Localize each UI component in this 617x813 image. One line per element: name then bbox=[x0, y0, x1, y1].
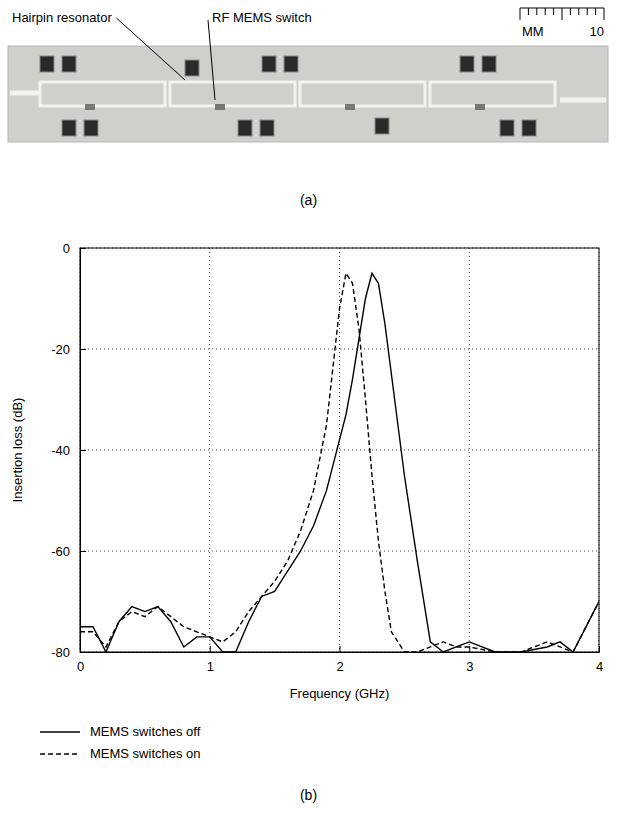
tick: 3 bbox=[466, 646, 473, 674]
arrow bbox=[116, 18, 185, 80]
scale-tick bbox=[536, 8, 537, 15]
grid bbox=[80, 248, 599, 652]
y-axis-title: Insertion loss (dB) bbox=[10, 398, 25, 503]
photo-panel: Hairpin resonator RF MEMS switch MM 10 (a) bbox=[8, 8, 608, 208]
scale-tick bbox=[578, 8, 579, 15]
scale-tick bbox=[553, 8, 554, 15]
tick-mark bbox=[80, 551, 86, 552]
grid-line bbox=[209, 248, 210, 652]
tick-label: 0 bbox=[77, 659, 84, 674]
tick-mark bbox=[80, 349, 86, 350]
hairpin bbox=[430, 82, 555, 106]
legend: MEMS switches off MEMS switches on bbox=[40, 724, 201, 761]
series-line bbox=[80, 273, 599, 652]
tick-label: 1 bbox=[207, 659, 214, 674]
component bbox=[84, 120, 98, 136]
plot-background bbox=[80, 248, 599, 652]
tick-label: -40 bbox=[51, 443, 70, 458]
grid-line bbox=[80, 349, 599, 350]
legend-label: MEMS switches off bbox=[90, 724, 201, 739]
y-axis: -80 -60 -40 -20 0 bbox=[51, 241, 86, 660]
tick-mark bbox=[210, 646, 211, 652]
switch bbox=[215, 104, 225, 110]
photo-label: Hairpin resonator bbox=[12, 10, 112, 25]
tick-mark bbox=[80, 450, 86, 451]
scale-tick bbox=[520, 8, 521, 20]
scale-tick bbox=[528, 8, 529, 15]
caption: (a) bbox=[300, 192, 317, 208]
tick: 2 bbox=[336, 646, 343, 674]
legend-label: MEMS switches on bbox=[90, 746, 201, 761]
tick-label: -60 bbox=[51, 544, 70, 559]
hairpin bbox=[40, 82, 165, 106]
tick: 1 bbox=[207, 646, 214, 674]
switch bbox=[475, 104, 485, 110]
tick-label: 2 bbox=[336, 659, 343, 674]
component bbox=[185, 60, 199, 76]
plot-frame bbox=[80, 248, 599, 652]
scale-value: 10 bbox=[590, 24, 604, 39]
board bbox=[8, 46, 608, 142]
scale-tick bbox=[545, 8, 546, 15]
component bbox=[375, 118, 389, 134]
component bbox=[522, 120, 536, 136]
component bbox=[262, 56, 276, 72]
arrow bbox=[208, 20, 215, 100]
axis-line bbox=[81, 249, 87, 653]
scale-tick bbox=[595, 8, 596, 15]
tick-label: -80 bbox=[51, 645, 70, 660]
component bbox=[62, 56, 76, 72]
component bbox=[460, 56, 474, 72]
feed-line bbox=[10, 91, 40, 96]
caption: (b) bbox=[300, 787, 317, 803]
traces bbox=[10, 82, 606, 110]
component bbox=[482, 56, 496, 72]
component bbox=[260, 120, 274, 136]
component bbox=[62, 120, 76, 136]
legend-swatch bbox=[40, 731, 80, 732]
hairpin bbox=[300, 82, 425, 106]
scale-tick bbox=[587, 8, 588, 15]
scale-tick bbox=[604, 8, 605, 20]
hairpin bbox=[170, 82, 295, 106]
tick: -40 bbox=[51, 443, 86, 458]
tick-mark bbox=[340, 646, 341, 652]
feed-line bbox=[560, 98, 606, 103]
tick: -20 bbox=[51, 342, 86, 357]
tick-label: -20 bbox=[51, 342, 70, 357]
scale-tick bbox=[562, 8, 563, 20]
switch bbox=[85, 104, 95, 110]
photo-label: RF MEMS switch bbox=[212, 10, 312, 25]
component bbox=[40, 56, 54, 72]
tick: -60 bbox=[51, 544, 86, 559]
tick-label: 0 bbox=[63, 241, 70, 256]
component bbox=[238, 120, 252, 136]
switch bbox=[345, 104, 355, 110]
tick-label: 3 bbox=[466, 659, 473, 674]
grid-line bbox=[80, 450, 599, 451]
legend-swatch bbox=[40, 753, 80, 754]
component bbox=[284, 56, 298, 72]
scale-unit: MM bbox=[522, 24, 544, 39]
grid-line bbox=[80, 551, 599, 552]
scale-tick bbox=[570, 8, 571, 15]
x-axis-title: Frequency (GHz) bbox=[290, 686, 390, 701]
component bbox=[500, 120, 514, 136]
scale-bar: MM 10 bbox=[520, 8, 604, 39]
figure: Hairpin resonatorRF MEMS switchMM10(a)01… bbox=[0, 0, 617, 813]
tick-label: 4 bbox=[596, 659, 603, 674]
lines bbox=[80, 273, 599, 652]
series-line bbox=[80, 273, 599, 652]
